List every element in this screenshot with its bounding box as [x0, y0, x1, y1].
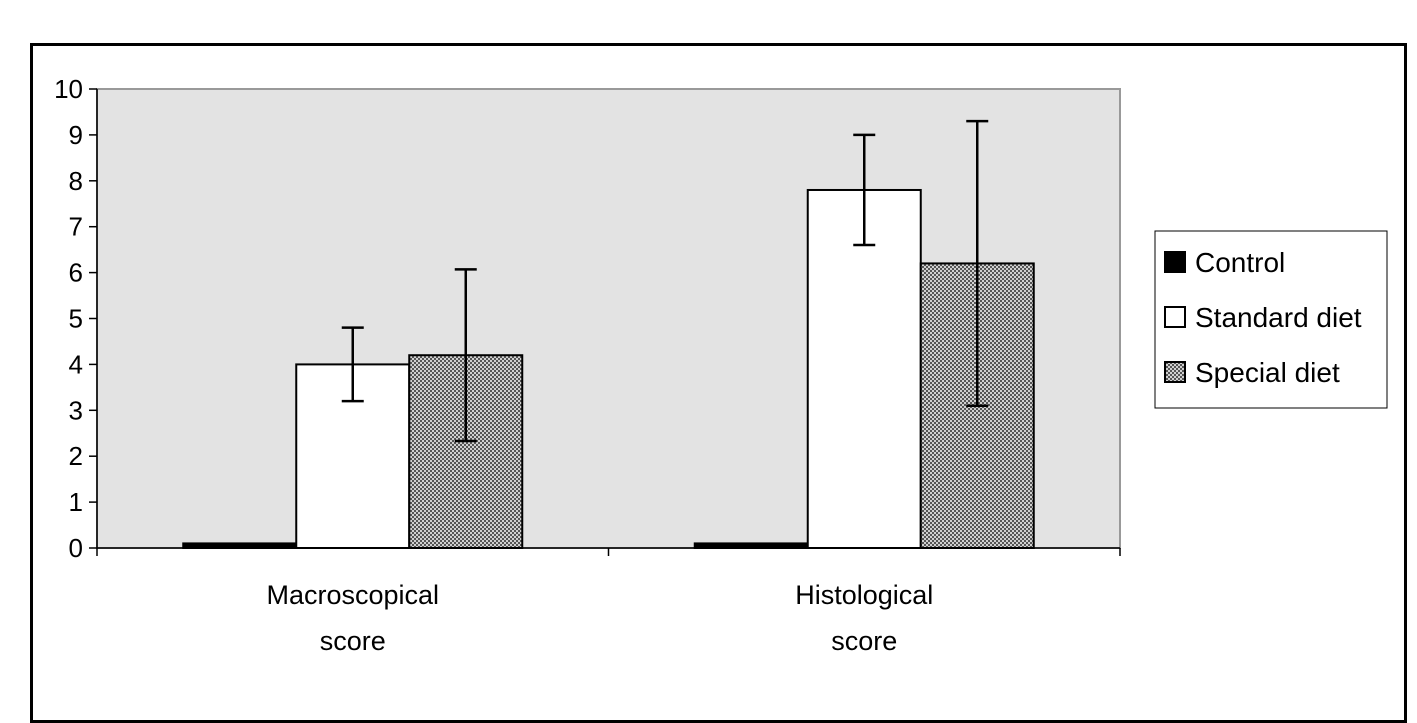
x-category-label: Macroscopical score [266, 580, 439, 656]
y-tick-label: 3 [69, 395, 83, 425]
y-tick-label: 8 [69, 166, 83, 196]
x-category-label: Histological score [795, 580, 933, 656]
legend-swatch [1164, 361, 1186, 383]
y-tick-label: 0 [69, 533, 83, 563]
y-tick-label: 5 [69, 304, 83, 334]
legend-label: Control [1195, 247, 1285, 278]
y-tick-label: 4 [69, 349, 83, 379]
y-tick-label: 7 [69, 212, 83, 242]
y-tick-label: 2 [69, 441, 83, 471]
legend-label: Standard diet [1195, 302, 1362, 333]
legend-swatch [1164, 306, 1186, 328]
legend-label: Special diet [1195, 357, 1340, 388]
y-tick-label: 6 [69, 258, 83, 288]
y-tick-label: 9 [69, 120, 83, 150]
y-tick-label: 1 [69, 487, 83, 517]
bar [806, 188, 922, 549]
y-tick-label: 10 [54, 74, 83, 104]
legend-swatch [1164, 251, 1186, 273]
bar-chart: 0 1 2 3 4 5 6 7 8 9 10 Macroscopical score Histologi… [54, 74, 1388, 656]
legend-box [1154, 230, 1388, 409]
legend: Control Standard diet Special diet [1154, 230, 1388, 409]
